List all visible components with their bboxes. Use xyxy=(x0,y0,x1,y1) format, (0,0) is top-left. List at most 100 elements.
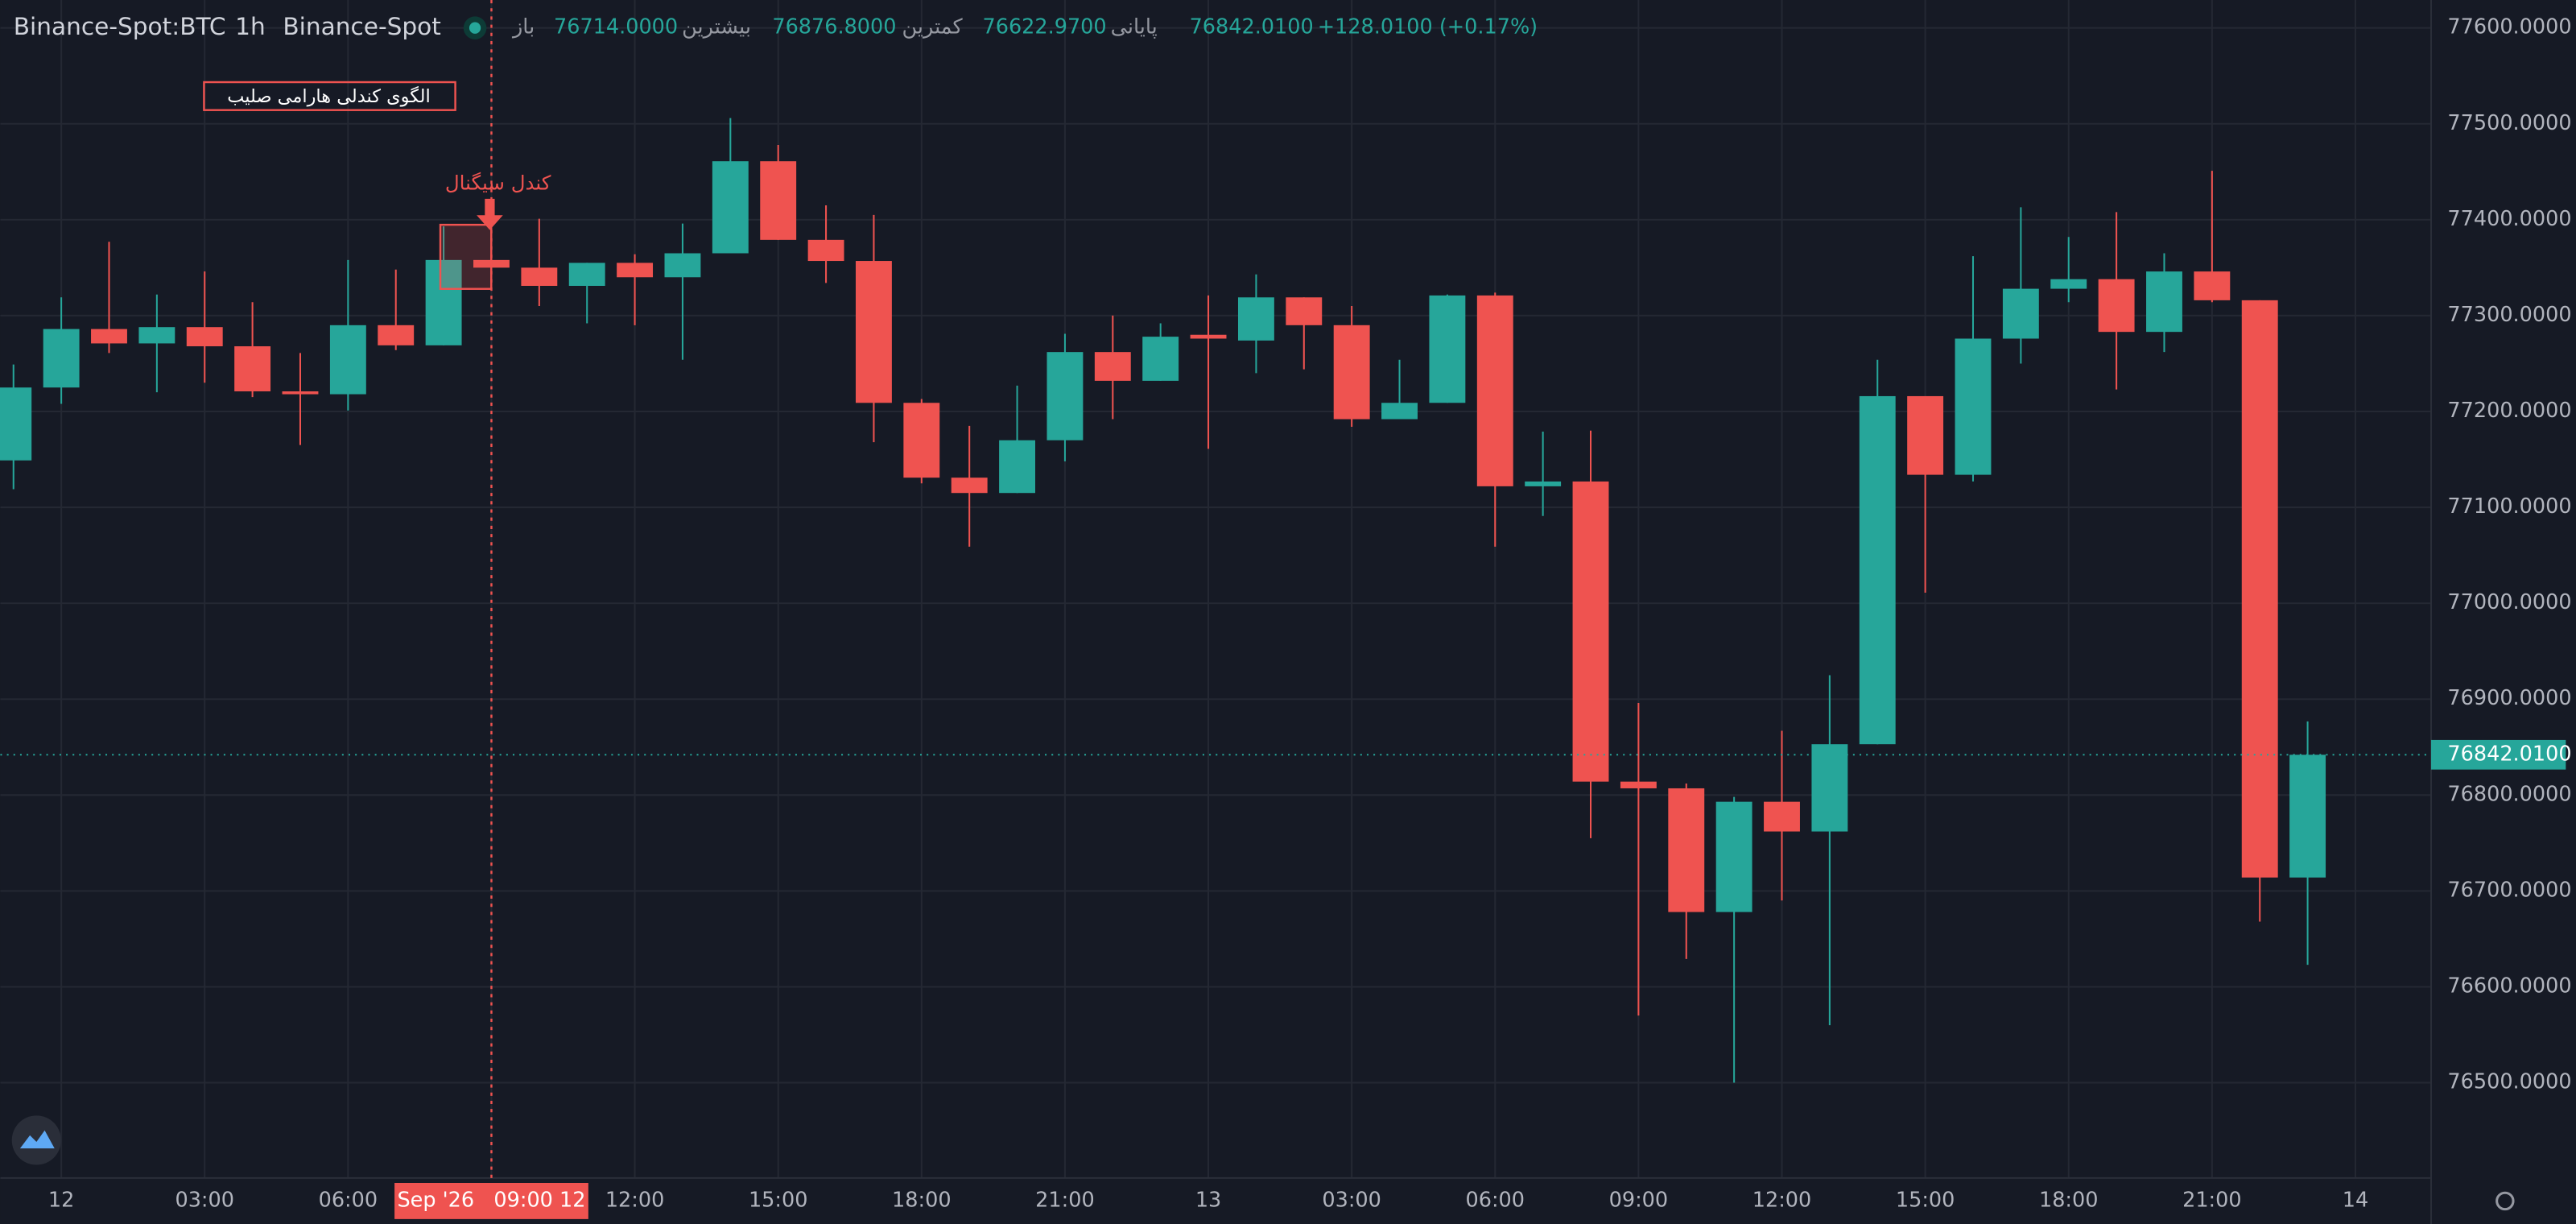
y-tick-label: 76800.0000 xyxy=(2447,782,2571,806)
candles xyxy=(0,118,2326,1083)
candle-body xyxy=(951,478,988,494)
candle-body xyxy=(1811,744,1848,832)
candle-body xyxy=(186,327,223,347)
x-tick-label: 06:00 xyxy=(1466,1188,1525,1212)
candle-body xyxy=(807,239,844,262)
x-tick-label: 15:00 xyxy=(749,1188,808,1212)
y-tick-label: 76500.0000 xyxy=(2447,1070,2571,1094)
x-tick-label: 18:00 xyxy=(892,1188,952,1212)
x-tick-label: 18:00 xyxy=(2039,1188,2099,1212)
grid xyxy=(0,0,2432,1178)
candle-body xyxy=(1620,781,1657,788)
candle-body xyxy=(1907,395,1944,475)
candle-body xyxy=(1142,337,1179,381)
high-value: 76876.8000 xyxy=(772,15,896,39)
candle-body xyxy=(1525,481,1562,486)
candle-body xyxy=(1955,338,1992,475)
logo xyxy=(11,1115,61,1165)
status-dot xyxy=(469,22,481,34)
x-tick-label: 03:00 xyxy=(1322,1188,1381,1212)
candle-body xyxy=(2194,271,2231,300)
candle-body xyxy=(664,253,701,278)
candle-body xyxy=(712,161,749,254)
x-tick-label: 21:00 xyxy=(2182,1188,2242,1212)
y-tick-label: 77300.0000 xyxy=(2447,303,2571,327)
low-value: 76622.9700 xyxy=(983,15,1107,39)
y-tick-label: 76600.0000 xyxy=(2447,974,2571,998)
y-tick-label: 77100.0000 xyxy=(2447,494,2571,519)
pattern-label: الگوی کندلی هارامی صلیب xyxy=(227,85,431,107)
candle-body xyxy=(1429,295,1466,403)
candle-body xyxy=(234,346,271,391)
candle-body xyxy=(1190,334,1227,339)
candle-body xyxy=(856,261,892,403)
low-label: کمترین xyxy=(902,15,964,39)
candle-body xyxy=(282,391,319,395)
candle-body xyxy=(568,263,605,287)
change-value: +128.0100 (+0.17%) xyxy=(1318,15,1538,39)
x-tick-label: 12:00 xyxy=(605,1188,665,1212)
settings-icon xyxy=(2496,1191,2515,1211)
y-tick-label: 77500.0000 xyxy=(2447,111,2571,135)
candle-body xyxy=(329,325,366,395)
candle-body xyxy=(1859,395,1896,745)
pattern-box xyxy=(203,81,456,111)
x-tick-label: 09:00 xyxy=(1609,1188,1669,1212)
candle-body xyxy=(1046,352,1084,440)
logo-mark xyxy=(19,1130,55,1149)
x-tick-label: 06:00 xyxy=(319,1188,378,1212)
candle-body xyxy=(1094,352,1131,381)
candle-body xyxy=(2146,271,2182,333)
y-tick-label: 77000.0000 xyxy=(2447,590,2571,614)
high-label: بیشترین xyxy=(682,15,751,39)
price-label: 76842.0100 xyxy=(2447,742,2571,766)
x-tick-label: 15:00 xyxy=(1896,1188,1955,1212)
x-tick-label: 21:00 xyxy=(1035,1188,1094,1212)
candle-body xyxy=(1476,295,1513,486)
header: Binance-Spot:BTC 1h Binance-Spot باز 767… xyxy=(14,13,1538,40)
x-tick-label: 03:00 xyxy=(175,1188,234,1212)
x-tick-label: 14 xyxy=(2343,1188,2368,1212)
signal-highlight xyxy=(439,223,493,290)
x-tick-label: 12:00 xyxy=(1752,1188,1812,1212)
close-value: 76842.0100 xyxy=(1190,15,1314,39)
y-tick-label: 77200.0000 xyxy=(2447,399,2571,423)
candle-body xyxy=(903,403,940,478)
x-tick-label: 12 xyxy=(48,1188,74,1212)
candle-body xyxy=(999,440,1036,494)
interval: 1h xyxy=(235,13,266,40)
crosshair-label: Sep '26 09:00 12 xyxy=(397,1188,585,1212)
y-tick-label: 76700.0000 xyxy=(2447,878,2571,902)
y-tick-label: 77400.0000 xyxy=(2447,207,2571,231)
symbol: Binance-Spot:BTC xyxy=(14,13,226,40)
open-value: 76714.0000 xyxy=(554,15,678,39)
close-label: پایانی xyxy=(1111,15,1158,39)
signal-label: کندل سیگنال xyxy=(445,172,551,195)
x-tick-label: 13 xyxy=(1195,1188,1221,1212)
candle-body xyxy=(2241,300,2278,878)
candle-body xyxy=(378,325,415,345)
candle-body xyxy=(1764,801,1800,832)
candle-body xyxy=(2098,279,2135,333)
candle-body xyxy=(91,329,127,344)
candle-body xyxy=(1286,297,1323,325)
open-label: باز xyxy=(511,15,535,39)
y-tick-label: 77600.0000 xyxy=(2447,15,2571,39)
exchange: Binance-Spot xyxy=(283,13,441,40)
candle-body xyxy=(760,161,797,240)
candle-body xyxy=(2002,288,2039,339)
candle-body xyxy=(425,259,462,345)
y-tick-label: 76900.0000 xyxy=(2447,686,2571,710)
signal-arrow xyxy=(477,198,503,230)
price-label-box xyxy=(2431,739,2566,770)
candle-body xyxy=(1381,403,1418,420)
candle-body xyxy=(0,387,32,461)
candle-body xyxy=(138,327,175,344)
candle-body xyxy=(2050,279,2087,289)
crosshair-label-box xyxy=(394,1182,588,1219)
candle-body xyxy=(521,267,558,287)
candle-body xyxy=(1572,481,1609,782)
candle-body xyxy=(1237,297,1274,341)
